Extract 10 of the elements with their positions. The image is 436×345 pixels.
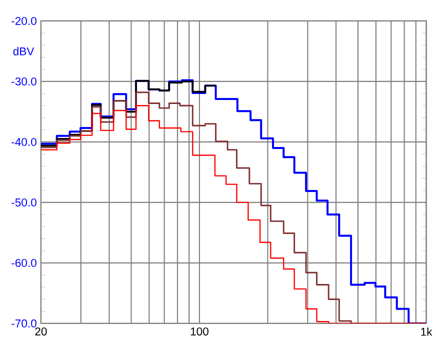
- y-tick-label: -20.0: [12, 16, 36, 25]
- y-tick-label: -50.0: [12, 198, 36, 206]
- y-axis-title: dBV: [13, 46, 34, 56]
- y-tick-label: -70.0: [12, 319, 36, 328]
- x-tick-label: 20: [35, 327, 47, 336]
- x-tick-label: 1k: [421, 327, 432, 336]
- y-tick-label: -60.0: [12, 258, 36, 267]
- y-tick-label: -40.0: [12, 138, 36, 146]
- x-tick-label: 100: [190, 327, 208, 336]
- y-tick-label: -30.0: [12, 77, 36, 86]
